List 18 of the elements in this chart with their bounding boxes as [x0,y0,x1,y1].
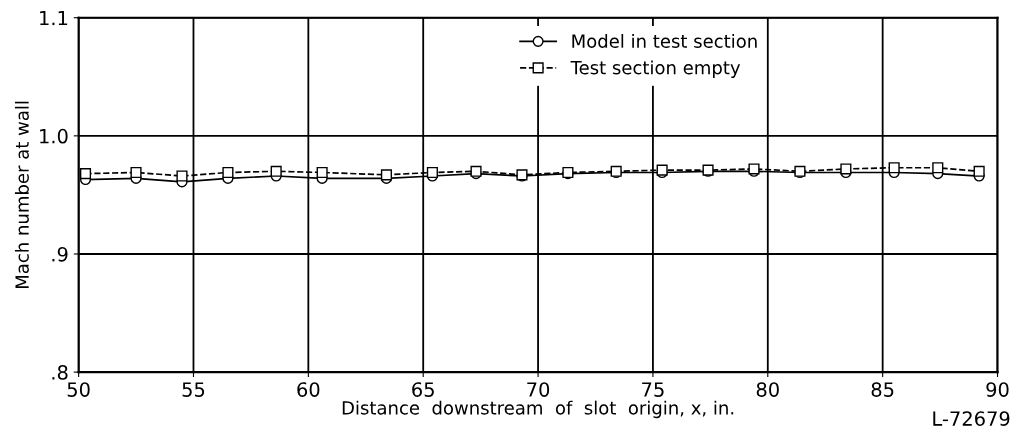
x-tick-label: 50 [67,382,90,397]
x-tick-label: 65 [412,382,434,397]
text: L-72679 [933,411,1010,426]
x-tick-label: 60 [297,382,320,397]
y-axis-title: Mach number at wall [14,101,29,288]
x-tick-label: 80 [756,382,779,397]
y-tick-label: .9 [52,246,68,262]
x-axis-title: Distance downstream of slot origin, x, in. [342,400,734,419]
y-tick-label: 1.1 [40,10,68,26]
y-tick-label: .8 [52,365,68,380]
legend-label: Test section empty [570,60,741,78]
y-tick-label: 1.0 [40,128,68,144]
legend-label: Model in test section [572,33,757,48]
x-tick-label: 90 [986,382,1009,397]
x-tick-label: 85 [871,382,894,397]
x-tick-label: 70 [527,382,550,397]
x-tick-label: 55 [182,382,205,397]
x-tick-label: 75 [642,382,664,397]
